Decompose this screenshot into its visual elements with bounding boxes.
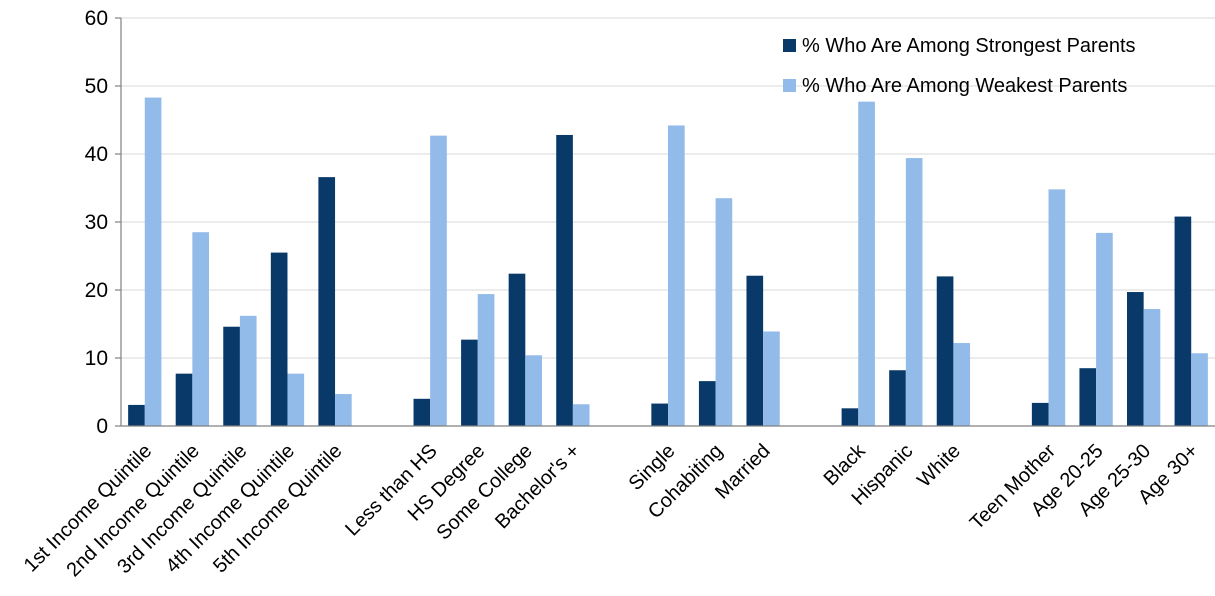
bar-weakest (525, 355, 542, 426)
bar-weakest (239, 315, 257, 426)
legend: % Who Are Among Strongest Parents % Who A… (783, 35, 1136, 97)
bar-weakest (1191, 353, 1208, 426)
bar-strongest (841, 408, 859, 426)
bar-weakest (192, 232, 209, 426)
y-tick-label: 10 (85, 347, 108, 370)
bar-strongest (270, 252, 288, 426)
bar-strongest (651, 403, 668, 426)
y-tick-label: 20 (85, 279, 108, 302)
y-tick-label: 30 (85, 211, 108, 234)
x-category-label: White (913, 440, 965, 492)
bar-strongest (508, 273, 526, 426)
bar-weakest (477, 294, 495, 426)
bar-strongest (223, 326, 240, 426)
bar-weakest (1143, 309, 1161, 426)
bar-weakest (572, 404, 590, 426)
bar-weakest (858, 101, 875, 426)
bars (128, 97, 1208, 426)
legend-label: % Who Are Among Weakest Parents (802, 75, 1127, 97)
bar-strongest (175, 373, 193, 426)
bar-weakest (287, 373, 305, 426)
bar-weakest (905, 158, 923, 426)
bar-weakest (668, 125, 685, 426)
bar-weakest (1096, 232, 1113, 426)
bar-strongest (461, 339, 478, 426)
bar-weakest (715, 198, 733, 426)
bar-strongest (1174, 216, 1192, 426)
bar-weakest (430, 135, 447, 426)
legend-swatch (783, 39, 796, 52)
y-tick-label: 60 (85, 7, 108, 30)
bar-weakest (335, 394, 352, 426)
y-tick-label: 0 (96, 415, 108, 438)
bar-strongest (318, 177, 336, 426)
bar-weakest (763, 331, 780, 426)
y-axis-ticks: 0 10 20 30 40 50 60 (85, 7, 121, 438)
bar-strongest (128, 404, 145, 426)
bar-weakest (953, 343, 971, 426)
bar-weakest (144, 97, 162, 426)
bar-strongest (936, 276, 954, 426)
bar-strongest (413, 398, 431, 426)
bar-strongest (746, 275, 764, 426)
bar-strongest (1127, 292, 1144, 426)
bar-strongest (889, 370, 906, 426)
y-tick-label: 40 (85, 143, 108, 166)
legend-label: % Who Are Among Strongest Parents (802, 35, 1136, 57)
bar-strongest (1031, 402, 1049, 426)
bar-strongest (1079, 368, 1097, 426)
bar-weakest (1048, 189, 1066, 426)
legend-swatch (783, 79, 796, 92)
bar-strongest (698, 381, 716, 426)
bar-strongest (556, 134, 573, 426)
y-tick-label: 50 (85, 75, 108, 98)
